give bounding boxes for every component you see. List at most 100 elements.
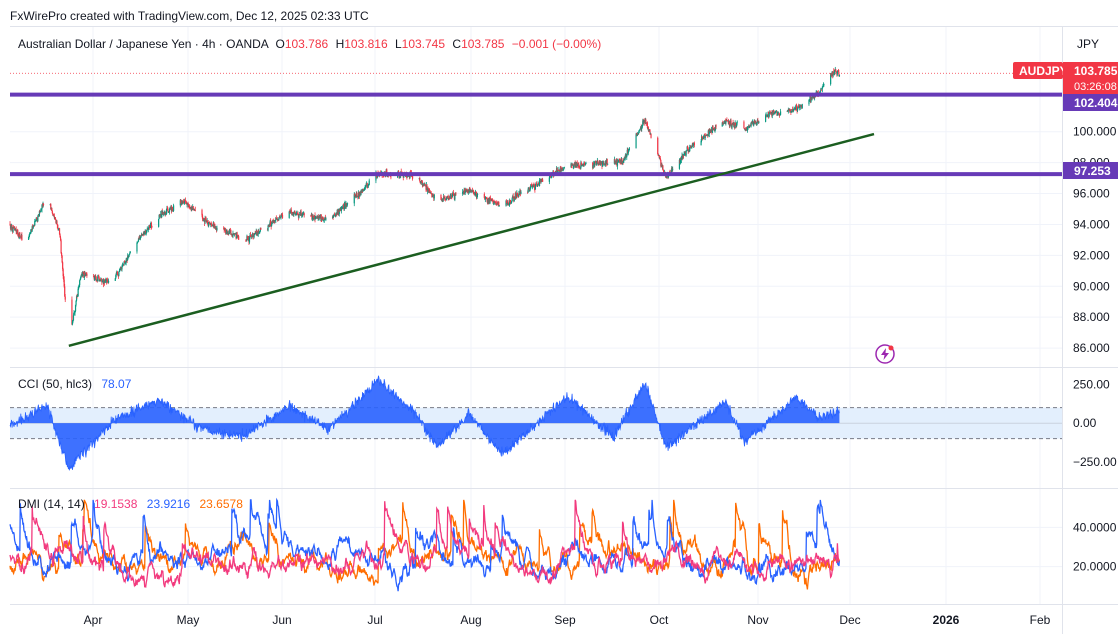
candle-body xyxy=(628,150,630,152)
candle-body xyxy=(61,255,63,263)
candle-body xyxy=(192,206,194,210)
cci-line xyxy=(9,375,840,471)
cci-fill xyxy=(10,375,840,471)
candle-body xyxy=(423,183,426,186)
cci-value: 78.07 xyxy=(101,377,131,391)
candle-body xyxy=(100,278,102,282)
candle-body xyxy=(617,161,620,163)
candle-body xyxy=(477,194,479,195)
candle-body xyxy=(431,193,433,195)
candle-body xyxy=(216,227,218,231)
candle-body xyxy=(538,180,541,186)
candle-body xyxy=(757,120,759,123)
price-axis[interactable]: 86.00088.00090.00092.00094.00096.00098.0… xyxy=(1073,125,1117,355)
candle-body xyxy=(507,202,510,206)
candle-body xyxy=(701,136,703,138)
candle-body xyxy=(469,188,471,190)
candle-body xyxy=(734,122,736,129)
time-tick-label: Oct xyxy=(650,613,669,627)
dmi-pane[interactable] xyxy=(9,497,1062,592)
candle-body xyxy=(703,135,705,138)
candle-body xyxy=(399,174,401,179)
candle-body xyxy=(83,272,85,278)
candle-body xyxy=(368,184,370,186)
candle-body xyxy=(573,164,575,166)
cci-axis[interactable]: 250.00 0.00 −250.00 xyxy=(1073,377,1117,468)
candle-body xyxy=(811,96,813,100)
cci-title: CCI (50, hlc3) xyxy=(18,377,92,391)
cci-pane[interactable] xyxy=(9,375,1062,471)
candle-body xyxy=(72,315,75,321)
price-pane[interactable] xyxy=(9,66,1062,347)
candle-body xyxy=(520,191,522,194)
candle-body xyxy=(335,215,337,217)
candle-body xyxy=(532,184,534,187)
candle-body xyxy=(793,107,795,110)
candle-body xyxy=(356,193,358,196)
candle-body xyxy=(736,122,738,126)
level-lower-badge: 97.253 xyxy=(1063,162,1118,179)
time-axis[interactable]: Apr May Jun Jul Aug Sep Oct Nov Dec 2026 Feb xyxy=(84,613,1051,627)
candle-body xyxy=(193,208,195,211)
candle-body xyxy=(275,217,277,220)
candle-body xyxy=(750,122,752,126)
candle-body xyxy=(658,155,660,159)
candle-body xyxy=(484,198,486,200)
candle-body xyxy=(702,137,704,139)
candle-body xyxy=(693,142,695,146)
candle-body xyxy=(679,158,682,164)
time-tick-label: Sep xyxy=(554,613,576,627)
candle-body xyxy=(506,201,509,205)
candle-body xyxy=(708,129,710,134)
candle-body xyxy=(794,107,796,109)
candle-body xyxy=(563,167,565,168)
candle-body xyxy=(406,176,408,178)
candle-body xyxy=(601,163,604,167)
candle-body xyxy=(563,167,565,170)
candle-body xyxy=(510,202,512,204)
candle-body xyxy=(363,187,366,191)
candle-body xyxy=(773,110,775,113)
candle-body xyxy=(118,271,121,272)
dmi-title: DMI (14, 14) xyxy=(18,497,85,511)
candle-body xyxy=(95,277,97,281)
candle-body xyxy=(35,220,37,222)
candle-body xyxy=(736,121,738,123)
candle-body xyxy=(428,190,430,193)
dmi-axis[interactable]: 40.0000 20.0000 xyxy=(1073,520,1117,573)
candle-body xyxy=(662,165,664,171)
candle-body xyxy=(323,219,325,221)
candle-body xyxy=(99,279,101,281)
level-lower-text: 97.253 xyxy=(1074,164,1111,178)
candle-body xyxy=(148,226,150,229)
currency-button[interactable]: JPY xyxy=(1077,37,1099,51)
candle-body xyxy=(758,121,760,123)
candle-body xyxy=(495,201,497,204)
candle-body xyxy=(794,108,797,109)
candle-body xyxy=(420,182,422,184)
candle-body xyxy=(183,200,186,204)
candle-body xyxy=(129,251,131,254)
candle-body xyxy=(427,187,429,189)
candle-body xyxy=(766,115,768,117)
candle-body xyxy=(340,207,342,211)
candle-body xyxy=(119,269,121,272)
time-tick-label: Jul xyxy=(367,613,382,627)
candle-body xyxy=(185,200,187,203)
candle-body xyxy=(511,200,513,203)
candle-body xyxy=(19,232,21,237)
legend-line: Australian Dollar / Japanese Yen · 4h · … xyxy=(18,37,601,51)
candle-body xyxy=(485,197,487,199)
lightning-icon[interactable] xyxy=(875,344,895,364)
trend-line[interactable] xyxy=(68,132,875,347)
candle-body xyxy=(56,224,59,229)
candle-body xyxy=(464,189,466,194)
time-tick-label: Apr xyxy=(84,613,103,627)
candle-body xyxy=(235,232,238,239)
candle-body xyxy=(638,130,640,133)
candle-body xyxy=(107,280,110,283)
candle-body xyxy=(595,160,597,164)
candle-body xyxy=(71,321,74,325)
candle-body xyxy=(445,199,447,200)
